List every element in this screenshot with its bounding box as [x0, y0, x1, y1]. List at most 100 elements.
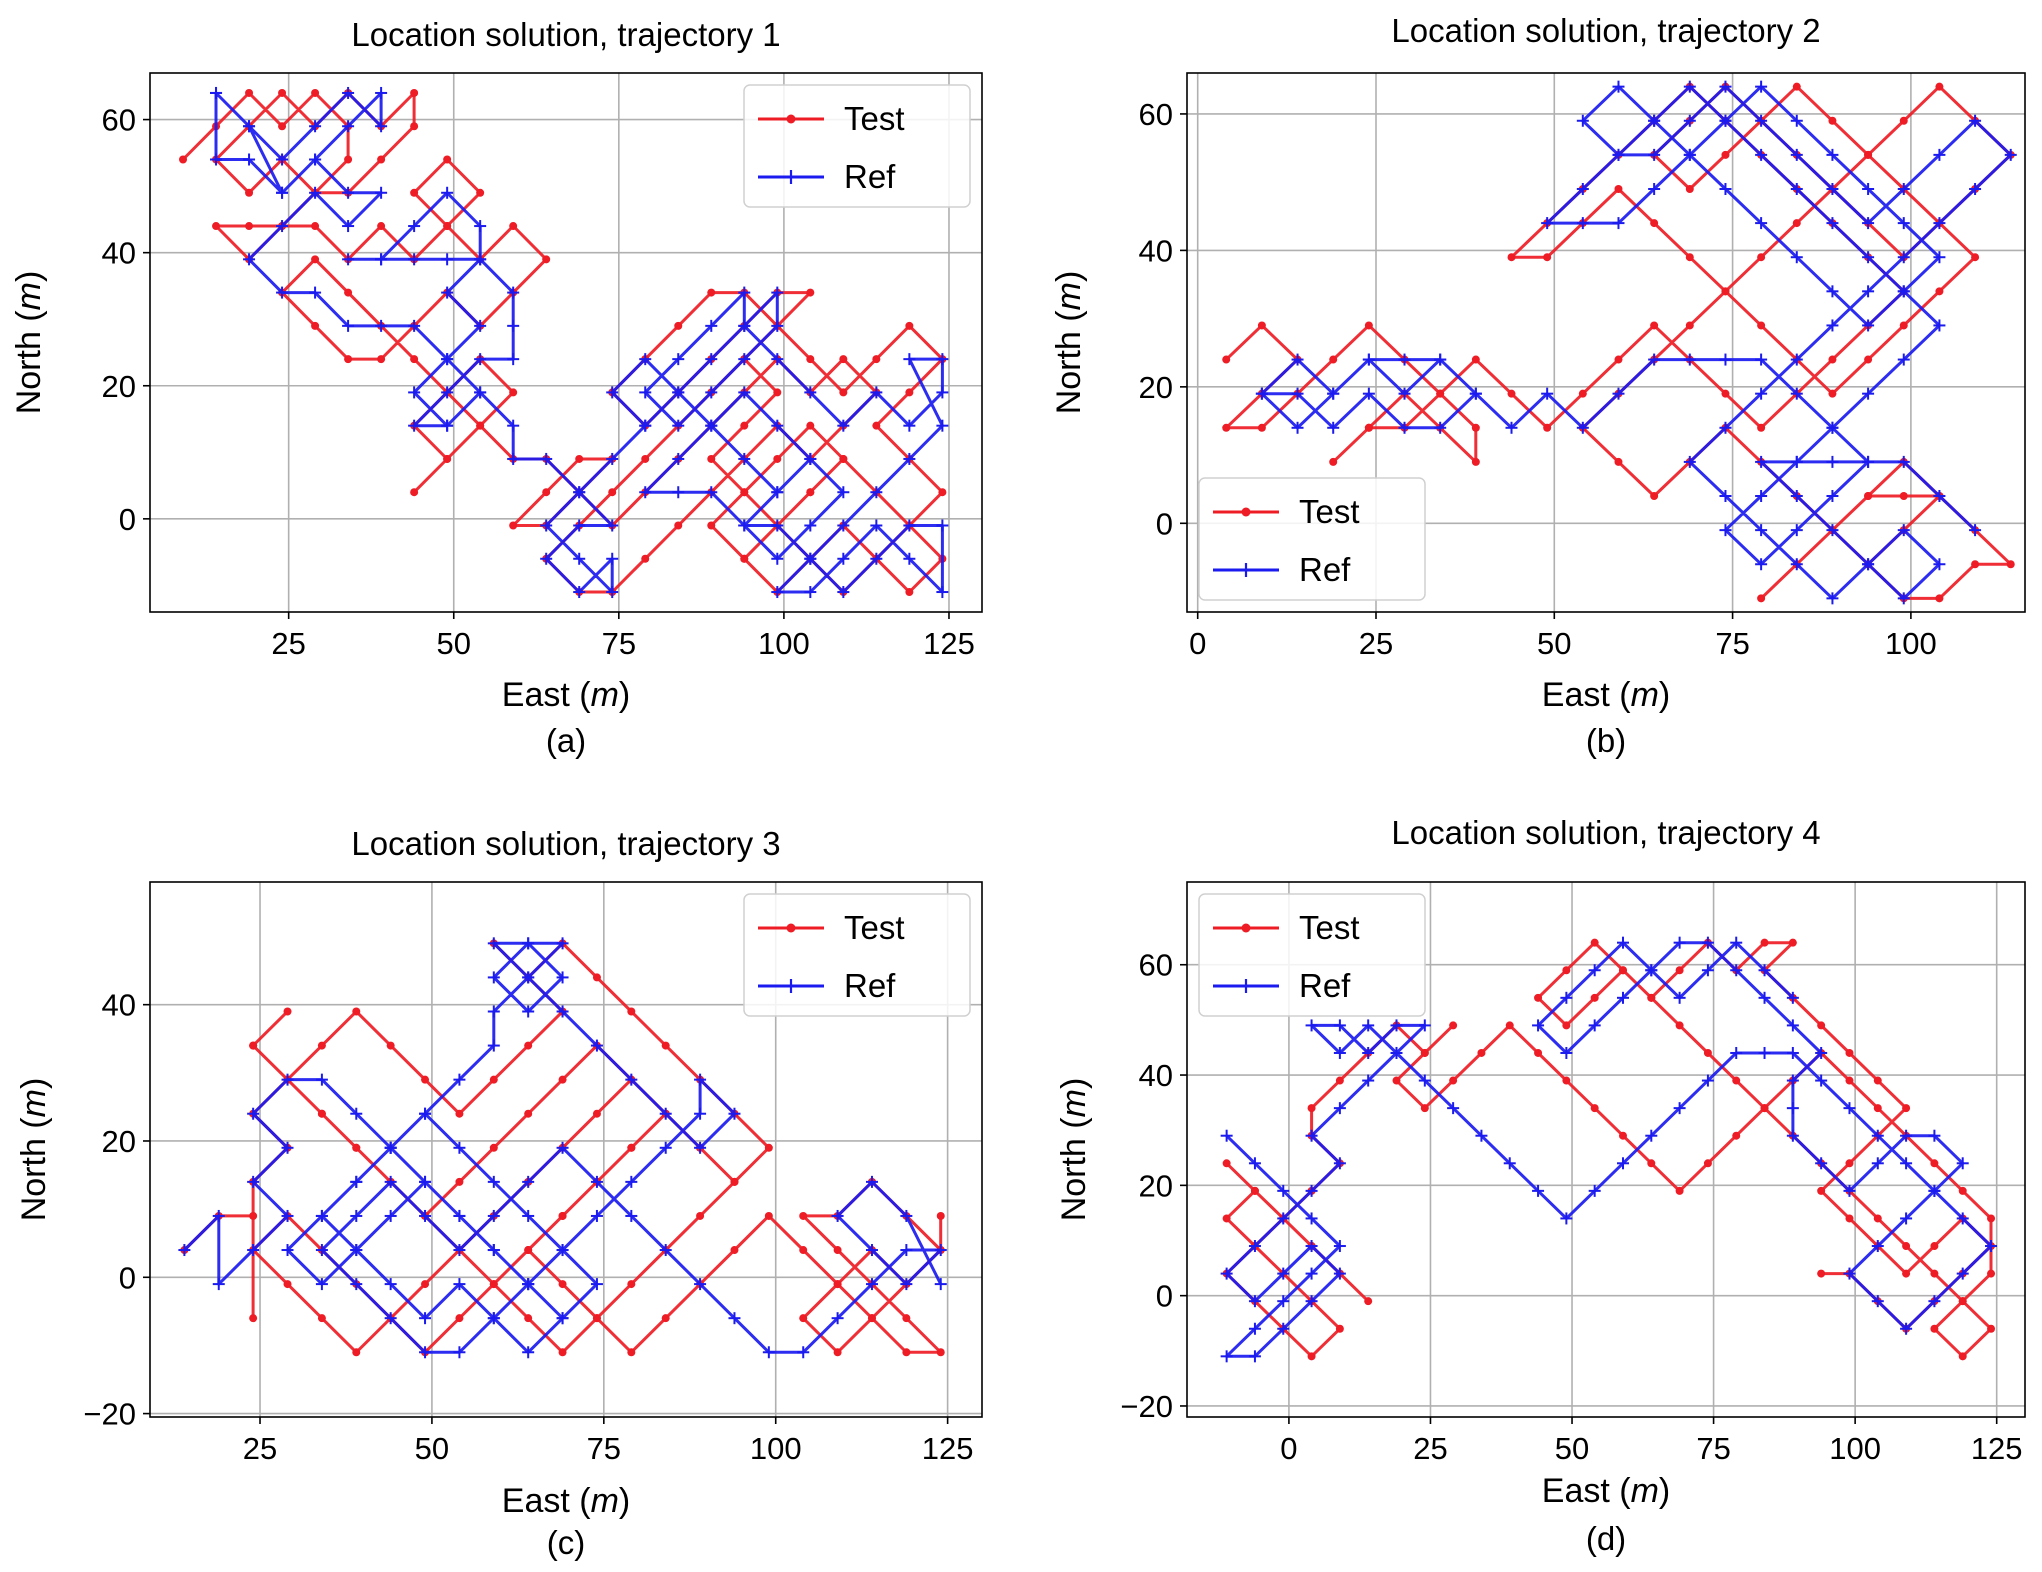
ref-point [315, 1209, 328, 1222]
test-point [696, 1211, 705, 1220]
ref-point [210, 153, 223, 166]
ref-point [1969, 524, 1982, 537]
ref-point [797, 1346, 810, 1359]
x-tick-label: 100 [750, 1431, 802, 1466]
test-point [1364, 423, 1373, 432]
ref-point [1220, 1350, 1233, 1363]
test-point [1828, 355, 1837, 364]
ref-point [1673, 1102, 1686, 1115]
x-tick-label: 125 [922, 1431, 974, 1466]
test-point [509, 521, 518, 530]
y-tick-label: 40 [102, 988, 136, 1023]
ref-point [1532, 1184, 1545, 1197]
y-axis-label-unit: m [1055, 1089, 1093, 1117]
x-tick-label: 75 [1715, 626, 1749, 661]
ref-point [1956, 1267, 1969, 1280]
ref-point [1616, 1157, 1629, 1170]
test-point [707, 521, 716, 530]
ref-point [1815, 1074, 1828, 1087]
ref-point [1305, 1267, 1318, 1280]
test-point [1578, 389, 1587, 398]
ref-point [1683, 353, 1696, 366]
test-point [489, 1143, 498, 1152]
ref-point [1701, 1074, 1714, 1087]
test-point [2006, 560, 2015, 569]
y-axis-label-suffix: ) [10, 271, 48, 282]
test-point [1845, 1214, 1854, 1223]
ref-point [804, 452, 817, 465]
legend-label: Test [844, 909, 905, 946]
ref-point [1755, 80, 1768, 93]
test-point [311, 321, 320, 330]
ref-point [771, 486, 784, 499]
panel-caption: (c) [547, 1524, 585, 1561]
ref-point [837, 486, 850, 499]
ref-point [474, 220, 487, 233]
y-axis-label-suffix: ) [1055, 1078, 1093, 1089]
ref-point [1730, 936, 1743, 949]
ref-point [900, 1244, 913, 1257]
ref-point [936, 419, 949, 432]
test-point [902, 1348, 911, 1357]
ref-point [1418, 1074, 1431, 1087]
y-axis-label-prefix: North ( [15, 1117, 53, 1222]
test-point [558, 1348, 567, 1357]
ref-point [474, 319, 487, 332]
ref-point [487, 1209, 500, 1222]
test-point [674, 321, 683, 330]
ref-point [1755, 387, 1768, 400]
test-point [905, 321, 914, 330]
x-axis-label-suffix: ) [1659, 1472, 1670, 1510]
ref-point [342, 120, 355, 133]
ref-point [590, 1209, 603, 1222]
test-point [1930, 1159, 1939, 1168]
x-axis-label-unit: m [591, 676, 619, 714]
test-point [509, 222, 518, 231]
legend-marker [1241, 923, 1251, 933]
test-point [558, 1211, 567, 1220]
ref-point [1255, 387, 1268, 400]
y-axis-label-suffix: ) [15, 1078, 53, 1089]
ref-point [1826, 592, 1839, 605]
ref-point [1843, 1267, 1856, 1280]
test-point [1873, 1104, 1882, 1113]
test-point [1721, 287, 1730, 296]
ref-point [1362, 1046, 1375, 1059]
test-point [1222, 355, 1231, 364]
ref-point [1683, 80, 1696, 93]
ref-point [1897, 251, 1910, 264]
ref-point [1612, 80, 1625, 93]
x-tick-label: 125 [923, 626, 975, 661]
x-axis-label: East (m) [1542, 1472, 1670, 1510]
test-point [1873, 1076, 1882, 1085]
test-point [1930, 1269, 1939, 1278]
series-ref [1255, 80, 2017, 605]
ref-point [1503, 1157, 1516, 1170]
ref-point [1755, 558, 1768, 571]
test-point [833, 1246, 842, 1255]
axes-frame [149, 72, 983, 613]
ref-point [1900, 1212, 1913, 1225]
ref-point [1897, 592, 1910, 605]
x-axis-label-suffix: ) [619, 676, 630, 714]
test-point [542, 255, 551, 264]
x-tick-label: 50 [415, 1431, 449, 1466]
ref-point [1588, 964, 1601, 977]
test-point [1590, 938, 1599, 947]
test-point [1250, 1186, 1259, 1195]
test-point [1987, 1214, 1996, 1223]
ref-point [771, 552, 784, 565]
ref-point [870, 519, 883, 532]
ref-point [1398, 353, 1411, 366]
test-point [1828, 116, 1837, 125]
ref-point [212, 1209, 225, 1222]
ref-point [903, 419, 916, 432]
test-point [1420, 1104, 1429, 1113]
ref-point [728, 1312, 741, 1325]
test-point [773, 388, 782, 397]
y-axis-label: North (m) [1055, 1078, 1093, 1222]
legend-entry-ref: Ref [758, 967, 896, 1004]
ref-point [487, 937, 500, 950]
legend-entry-test: Test [758, 909, 905, 946]
test-point [1760, 1104, 1769, 1113]
